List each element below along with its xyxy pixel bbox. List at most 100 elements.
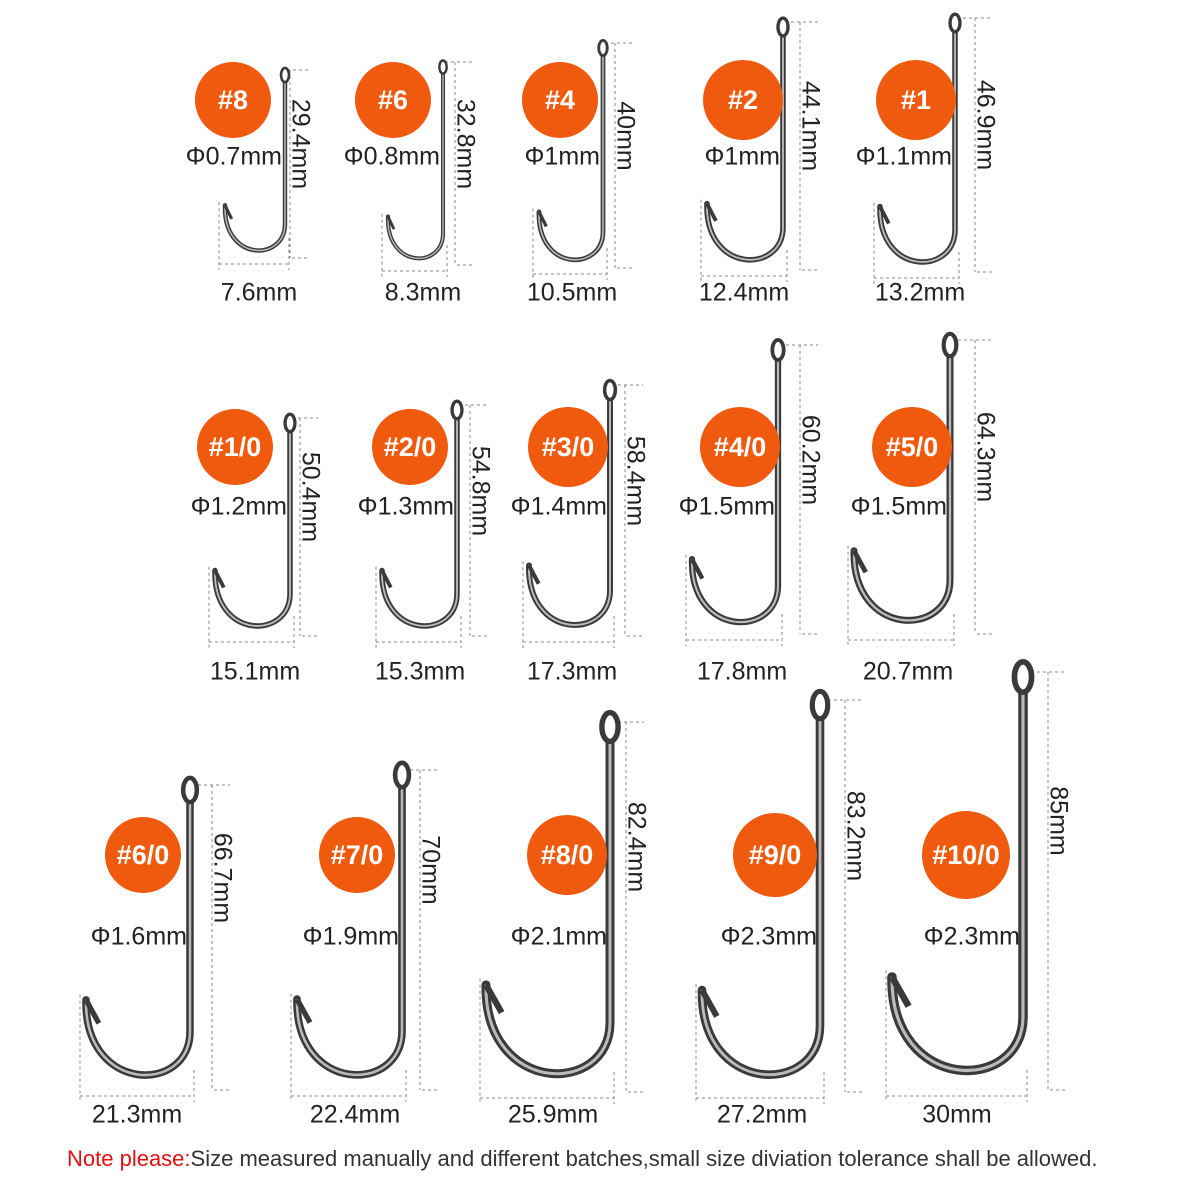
diameter-label: Φ1.3mm <box>357 492 454 521</box>
width-label: 30mm <box>922 1100 992 1129</box>
hook-highlight <box>484 730 612 1076</box>
size-badge: #4 <box>522 62 598 138</box>
diameter-label: Φ1.1mm <box>855 142 952 171</box>
width-label: 7.6mm <box>220 278 298 307</box>
length-label: 32.8mm <box>451 98 480 189</box>
hook-highlight <box>538 51 604 261</box>
size-badge: #6/0 <box>105 817 181 893</box>
width-label: 15.3mm <box>374 657 466 686</box>
hook-barb-icon <box>690 558 705 580</box>
hook-eye-icon <box>279 66 291 84</box>
size-badge: #9/0 <box>733 813 817 897</box>
hook-barb-icon <box>294 997 313 1024</box>
length-label: 66.7mm <box>208 832 237 923</box>
hook-eye-icon <box>941 331 959 359</box>
width-label: 15.1mm <box>209 657 301 686</box>
hook-barb-icon <box>889 975 912 1008</box>
length-label: 83.2mm <box>841 790 870 882</box>
size-badge: #8 <box>195 62 271 138</box>
hook-barb-icon <box>386 215 396 230</box>
diameter-label: Φ1.9mm <box>302 922 399 951</box>
hook-highlight <box>387 70 444 260</box>
length-label: 58.4mm <box>621 435 650 526</box>
length-label: 46.9mm <box>971 79 1000 171</box>
hook-highlight <box>879 26 956 263</box>
hook-eye-icon <box>599 709 621 745</box>
width-label: 20.7mm <box>862 657 954 686</box>
diameter-label: Φ1.2mm <box>190 492 287 521</box>
hook-barb-icon <box>527 564 541 585</box>
width-label: 8.3mm <box>384 278 462 307</box>
hook-eye-icon <box>948 12 962 34</box>
hook-eye-icon <box>770 338 786 362</box>
diameter-label: Φ1.4mm <box>510 492 607 521</box>
size-badge: #6 <box>355 62 431 138</box>
hook-barb-icon <box>213 569 226 589</box>
hook-icon <box>688 349 782 626</box>
hook-eye-icon <box>602 378 618 402</box>
size-badge: #4/0 <box>700 407 780 487</box>
width-label: 21.3mm <box>91 1100 183 1129</box>
diameter-label: Φ2.3mm <box>720 922 817 951</box>
width-label: 17.8mm <box>696 657 788 686</box>
hook-highlight <box>528 393 611 626</box>
hook-barb-icon <box>223 204 234 220</box>
size-badge: #2/0 <box>372 409 448 485</box>
length-label: 70mm <box>416 835 445 905</box>
hook-eye-icon <box>283 412 297 434</box>
diameter-label: Φ2.1mm <box>510 922 607 951</box>
hook-barb-icon <box>699 988 720 1018</box>
hook-highlight <box>690 353 780 624</box>
diameter-label: Φ1.6mm <box>90 922 187 951</box>
size-badge: #1 <box>876 60 956 140</box>
width-label: 27.2mm <box>716 1100 808 1129</box>
note: Note please:Size measured manually and d… <box>67 1146 1098 1172</box>
length-label: 54.8mm <box>466 445 495 536</box>
size-badge: #8/0 <box>527 815 607 895</box>
hook-highlight <box>214 426 291 627</box>
length-label: 29.4mm <box>286 98 315 190</box>
hook-eye-icon <box>450 399 464 421</box>
hook-eye-icon <box>438 59 448 75</box>
hook-eye-icon <box>180 775 200 805</box>
hook-barb-icon <box>851 549 868 574</box>
hook-highlight <box>84 793 192 1077</box>
hook-eye-icon <box>597 39 609 57</box>
hook-icon <box>481 725 615 1079</box>
hook-highlight <box>700 708 822 1077</box>
size-badge: #10/0 <box>922 811 1010 899</box>
hook-barb-icon <box>483 983 505 1015</box>
length-label: 40mm <box>611 100 640 171</box>
hook-barb-icon <box>878 205 891 225</box>
width-label: 17.3mm <box>526 657 618 686</box>
length-label: 60.2mm <box>796 414 825 505</box>
hook-barb-icon <box>83 998 102 1025</box>
hook-barb-icon <box>380 569 393 589</box>
note-label: Note please: <box>67 1146 191 1171</box>
hook-eye-icon <box>392 760 412 790</box>
hook-eye-icon <box>776 16 790 38</box>
hook-highlight <box>852 348 952 622</box>
width-label: 12.4mm <box>698 278 790 307</box>
hook-highlight <box>381 413 458 627</box>
diameter-label: Φ0.8mm <box>343 142 440 171</box>
size-badge: #1/0 <box>197 409 273 485</box>
hook-barb-icon <box>537 211 548 228</box>
hook-eye-icon <box>1011 658 1035 696</box>
note-text: Size measured manually and different bat… <box>190 1146 1098 1171</box>
hook-highlight <box>706 30 784 261</box>
hook-barb-icon <box>705 202 718 222</box>
hook-eye-icon <box>809 688 831 722</box>
width-label: 13.2mm <box>874 278 966 307</box>
length-label: 64.3mm <box>971 411 1000 503</box>
length-label: 85mm <box>1044 786 1073 856</box>
hook-highlight <box>890 680 1025 1072</box>
size-badge: #7/0 <box>319 817 395 893</box>
width-label: 22.4mm <box>309 1100 401 1129</box>
length-label: 82.4mm <box>622 801 651 893</box>
size-badge: #3/0 <box>528 407 608 487</box>
width-label: 10.5mm <box>526 278 618 307</box>
diameter-label: Φ1.5mm <box>678 492 775 521</box>
